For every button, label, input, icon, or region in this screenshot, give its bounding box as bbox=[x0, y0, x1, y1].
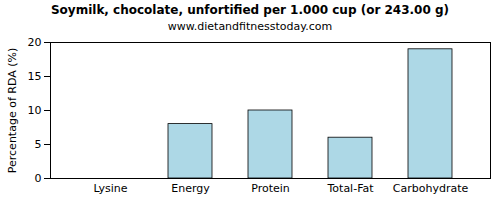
svg-text:20: 20 bbox=[28, 36, 42, 49]
svg-text:Lysine: Lysine bbox=[93, 182, 127, 195]
svg-text:Percentage of RDA (%): Percentage of RDA (%) bbox=[6, 48, 19, 173]
svg-text:0: 0 bbox=[35, 172, 42, 185]
svg-text:10: 10 bbox=[28, 104, 42, 117]
svg-text:Carbohydrate: Carbohydrate bbox=[393, 182, 469, 195]
svg-text:Total-Fat: Total-Fat bbox=[326, 182, 374, 195]
svg-text:15: 15 bbox=[28, 70, 42, 83]
svg-text:Protein: Protein bbox=[251, 182, 290, 195]
svg-text:Energy: Energy bbox=[171, 182, 210, 195]
svg-text:5: 5 bbox=[35, 138, 42, 151]
html-text:www.dietandfitnesstoday.com: www.dietandfitnesstoday.com bbox=[167, 20, 333, 33]
html-text:Soymilk, chocolate, unfortifie: Soymilk, chocolate, unfortified per 1.00… bbox=[50, 3, 450, 17]
